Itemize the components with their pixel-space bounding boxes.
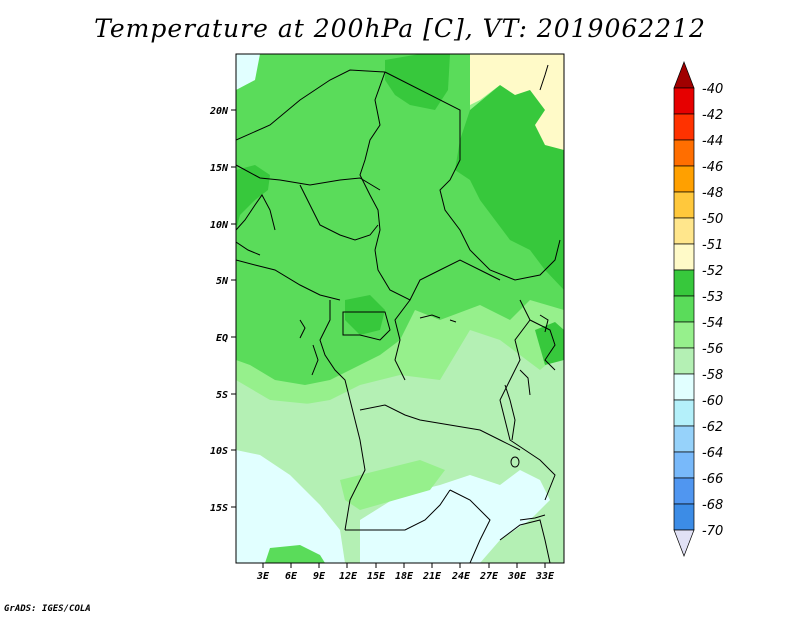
lon-tick-label: 33E xyxy=(535,571,555,582)
tick-marks xyxy=(231,109,546,568)
field-band-53-s xyxy=(340,460,445,510)
country-borders xyxy=(236,64,561,563)
lat-tick-label: 20N xyxy=(209,106,229,117)
colorbar-label: -54 xyxy=(702,316,723,331)
colorbar-label: -44 xyxy=(702,134,723,149)
lon-tick-label: 21E xyxy=(422,571,442,582)
colorbar-swatch xyxy=(673,399,695,427)
colorbar-swatch xyxy=(673,113,695,141)
colorbar-label: -62 xyxy=(702,420,723,435)
lon-tick-label: 9E xyxy=(313,571,326,582)
colorbar-swatch xyxy=(673,347,695,375)
colorbar-swatch xyxy=(673,217,695,245)
colorbar-bottom-cap xyxy=(673,529,695,557)
colorbar-label: -51 xyxy=(702,238,723,253)
lat-tick-label: EQ xyxy=(216,333,228,344)
colorbar: -40 -42 -44 -46 -48 -50 -51 -52 -53 -54 -56 -58 -60 -… xyxy=(673,61,723,557)
colorbar-swatch xyxy=(673,425,695,453)
lon-tick-labels: 3E 6E 9E 12E 15E 18E 21E 24E 27E 30E 33E xyxy=(256,571,555,582)
colorbar-swatch xyxy=(673,87,695,115)
field-band-53-sw xyxy=(265,545,325,563)
lakes-and-coast xyxy=(299,314,549,521)
lat-tick-label: 15S xyxy=(210,503,228,514)
lon-tick-label: 27E xyxy=(479,571,499,582)
field-band-52-w xyxy=(236,165,270,230)
map-frame xyxy=(235,53,565,564)
colorbar-swatch xyxy=(673,373,695,401)
colorbar-label: -50 xyxy=(702,212,723,227)
colorbar-swatch xyxy=(673,191,695,219)
colorbar-swatch xyxy=(673,451,695,479)
colorbar-swatch xyxy=(673,165,695,193)
colorbar-swatch xyxy=(673,139,695,167)
lat-tick-label: 10N xyxy=(210,220,229,231)
colorbar-label: -42 xyxy=(702,108,723,123)
lon-tick-label: 24E xyxy=(451,571,471,582)
colorbar-swatch xyxy=(673,243,695,271)
lat-tick-label: 15N xyxy=(210,163,229,174)
field-band-56-nw xyxy=(236,54,260,90)
colorbar-swatch xyxy=(673,321,695,349)
colorbar-swatch xyxy=(673,477,695,505)
lat-tick-labels: 20N 15N 10N 5N EQ 5S 10S 15S xyxy=(209,106,229,514)
field-band-51 xyxy=(470,54,564,150)
lon-tick-label: 6E xyxy=(285,571,298,582)
temperature-field xyxy=(236,54,564,563)
colorbar-label: -64 xyxy=(702,446,723,461)
lat-tick-label: 5N xyxy=(216,276,229,287)
colorbar-swatch xyxy=(673,295,695,323)
field-band-52-n xyxy=(385,54,450,110)
field-band-52-c xyxy=(345,295,385,335)
chart-title: Temperature at 200hPa [C], VT: 201906221… xyxy=(94,14,706,43)
colorbar-label: -60 xyxy=(702,394,723,409)
lon-tick-label: 15E xyxy=(367,571,386,582)
colorbar-top-cap xyxy=(673,61,695,89)
lat-tick-label: 5S xyxy=(216,390,228,401)
lat-tick-label: 10S xyxy=(210,446,228,457)
colorbar-label: -58 xyxy=(702,368,723,383)
lon-tick-label: 30E xyxy=(507,571,527,582)
field-band-52-e xyxy=(535,322,564,365)
lon-tick-label: 3E xyxy=(256,571,270,582)
lon-tick-label: 12E xyxy=(339,571,358,582)
field-band-56-sw xyxy=(236,450,345,563)
colorbar-label: -52 xyxy=(702,264,723,279)
colorbar-label: -40 xyxy=(702,82,723,97)
colorbar-label: -70 xyxy=(702,524,723,539)
colorbar-label: -46 xyxy=(702,160,723,175)
lon-tick-label: 18E xyxy=(395,571,414,582)
colorbar-label: -53 xyxy=(702,290,723,305)
colorbar-swatch xyxy=(673,503,695,531)
colorbar-label: -48 xyxy=(702,186,723,201)
colorbar-label: -56 xyxy=(702,342,723,357)
grads-credit: GrADS: IGES/COLA xyxy=(4,604,91,614)
colorbar-label: -66 xyxy=(702,472,723,487)
colorbar-label: -68 xyxy=(702,498,723,513)
colorbar-swatch xyxy=(673,269,695,297)
